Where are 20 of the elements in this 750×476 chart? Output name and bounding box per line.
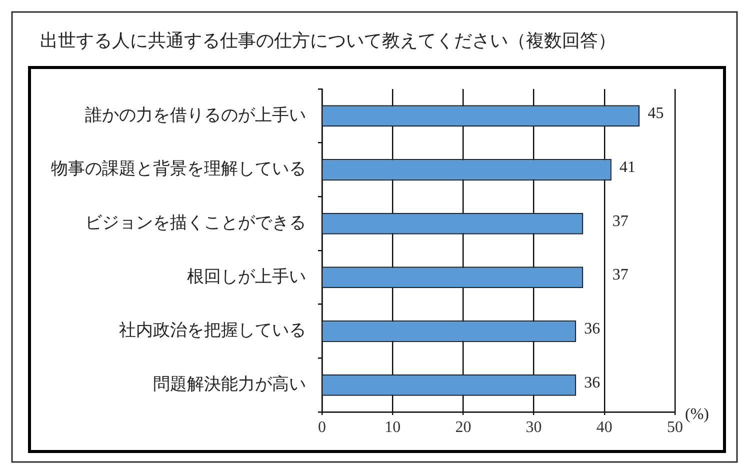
x-tick-label: 20 [455, 418, 472, 436]
data-label: 36 [584, 320, 600, 338]
data-label: 37 [612, 266, 628, 284]
data-label: 41 [619, 158, 636, 176]
y-tick-label: 誰かの力を借りるのが上手い [85, 105, 306, 124]
x-tick-label: 30 [526, 418, 542, 436]
y-tick-label: 根回しが上手い [187, 266, 306, 286]
y-tick-label: 物事の課題と背景を理解している [51, 159, 306, 178]
x-tick-label: 0 [318, 418, 326, 436]
x-axis-title: (%) [685, 406, 709, 424]
chart-title: 出世する人に共通する仕事の仕方について教えてください（複数回答） [40, 30, 616, 51]
data-label: 36 [584, 374, 600, 392]
x-tick-label: 50 [667, 418, 683, 436]
y-tick-label: 社内政治を把握している [119, 320, 306, 340]
data-label: 45 [648, 105, 664, 122]
x-tick-label: 10 [384, 418, 401, 436]
y-tick-label: ビジョンを描くことができる [85, 213, 306, 232]
data-label: 37 [612, 212, 628, 230]
x-tick-label: 40 [596, 418, 612, 436]
y-tick-label: 問題解決能力が高い [153, 374, 306, 394]
